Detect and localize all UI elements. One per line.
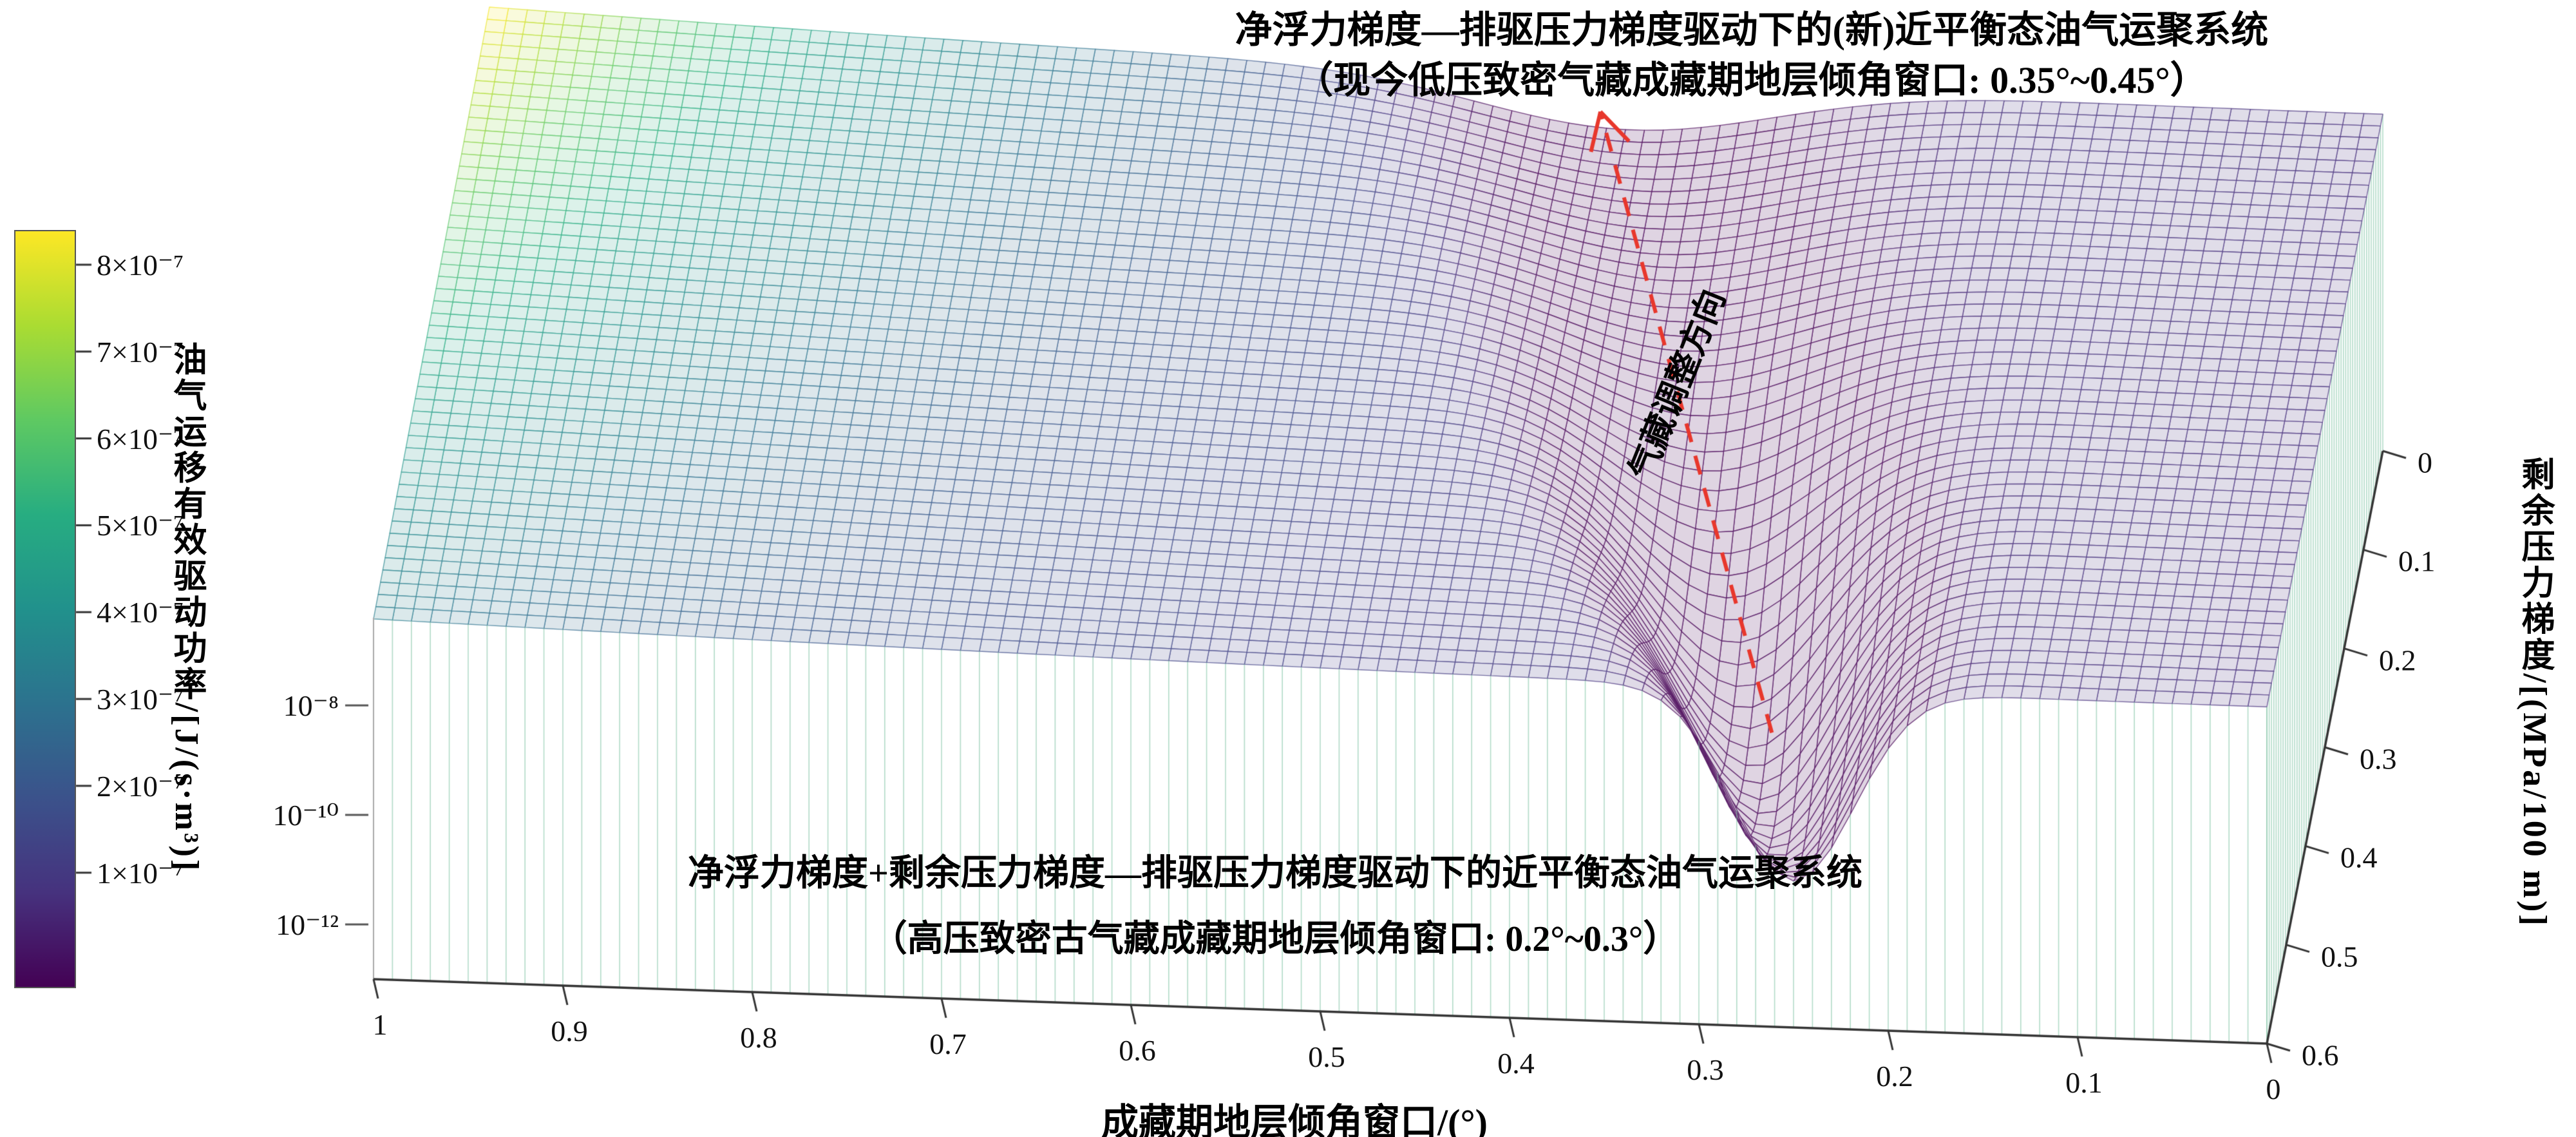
colorbar-tick-label: 6×10⁻⁷: [97, 422, 184, 455]
colorbar-tick-label: 8×10⁻⁷: [97, 248, 184, 282]
colorbar-tick-label: 1×10⁻⁷: [97, 856, 184, 890]
x-tick-label: 1: [372, 1008, 388, 1041]
chart-title-line2: （现今低压致密气藏成藏期地层倾角窗口: 0.35°~0.45°）: [1296, 59, 2208, 101]
colorbar-tick-label: 5×10⁻⁷: [97, 509, 184, 542]
x-tick-label: 0.9: [551, 1015, 588, 1047]
colorbar-tick-label: 3×10⁻⁷: [97, 683, 184, 716]
y-tick-label: 0.1: [2398, 544, 2436, 578]
x-tick-label: 0: [2266, 1073, 2281, 1105]
chart-title: 净浮力梯度—排驱压力梯度驱动下的(新)近平衡态油气运聚系统 （现今低压致密气藏成…: [1235, 5, 2269, 106]
x-tick-label: 0.3: [1687, 1053, 1724, 1086]
x-tick-label: 0.8: [740, 1021, 777, 1054]
x-axis-label: 成藏期地层倾角窗口/(°): [1101, 1102, 1488, 1137]
colorbar-tick-label: 7×10⁻⁷: [97, 335, 184, 368]
colorbar-tick-label: 4×10⁻⁷: [97, 596, 184, 629]
x-tick-label: 0.2: [1876, 1060, 1913, 1093]
y-tick-label: 0.5: [2321, 940, 2358, 973]
colorbar-tick-label: 2×10⁻⁷: [97, 769, 184, 803]
z-tick-label: 10⁻⁸: [283, 689, 339, 722]
x-tick-label: 0.1: [2065, 1066, 2103, 1099]
colorbar-gradient: [14, 230, 76, 988]
x-tick-label: 0.6: [1119, 1034, 1156, 1067]
y-axis-label: 剩余压力梯度/[(MPa/100 m)]: [2516, 457, 2553, 928]
x-tick-label: 0.4: [1497, 1047, 1535, 1080]
colorbar-axis-label: 油气运移有效驱动功率/[J/(s·m³)]: [168, 341, 205, 874]
y-tick-label: 0.3: [2360, 742, 2397, 776]
front-annotation: 净浮力梯度+剩余压力梯度—排驱压力梯度驱动下的近平衡态油气运聚系统 （高压致密古…: [688, 841, 1862, 972]
front-annotation-line2: （高压致密古气藏成藏期地层倾角窗口: 0.2°~0.3°）: [871, 919, 1680, 959]
chart-title-line1: 净浮力梯度—排驱压力梯度驱动下的(新)近平衡态油气运聚系统: [1235, 9, 2269, 51]
z-tick-label: 10⁻¹⁰: [272, 799, 339, 832]
y-tick-label: 0.4: [2340, 841, 2378, 874]
z-tick-label: 10⁻¹²: [276, 908, 339, 941]
y-tick-label: 0.2: [2379, 644, 2416, 677]
front-annotation-line1: 净浮力梯度+剩余压力梯度—排驱压力梯度驱动下的近平衡态油气运聚系统: [688, 854, 1862, 893]
y-tick-label: 0.6: [2302, 1038, 2339, 1072]
x-tick-label: 0.7: [929, 1027, 967, 1060]
x-tick-label: 0.5: [1308, 1040, 1345, 1073]
y-tick-label: 0: [2418, 446, 2432, 479]
